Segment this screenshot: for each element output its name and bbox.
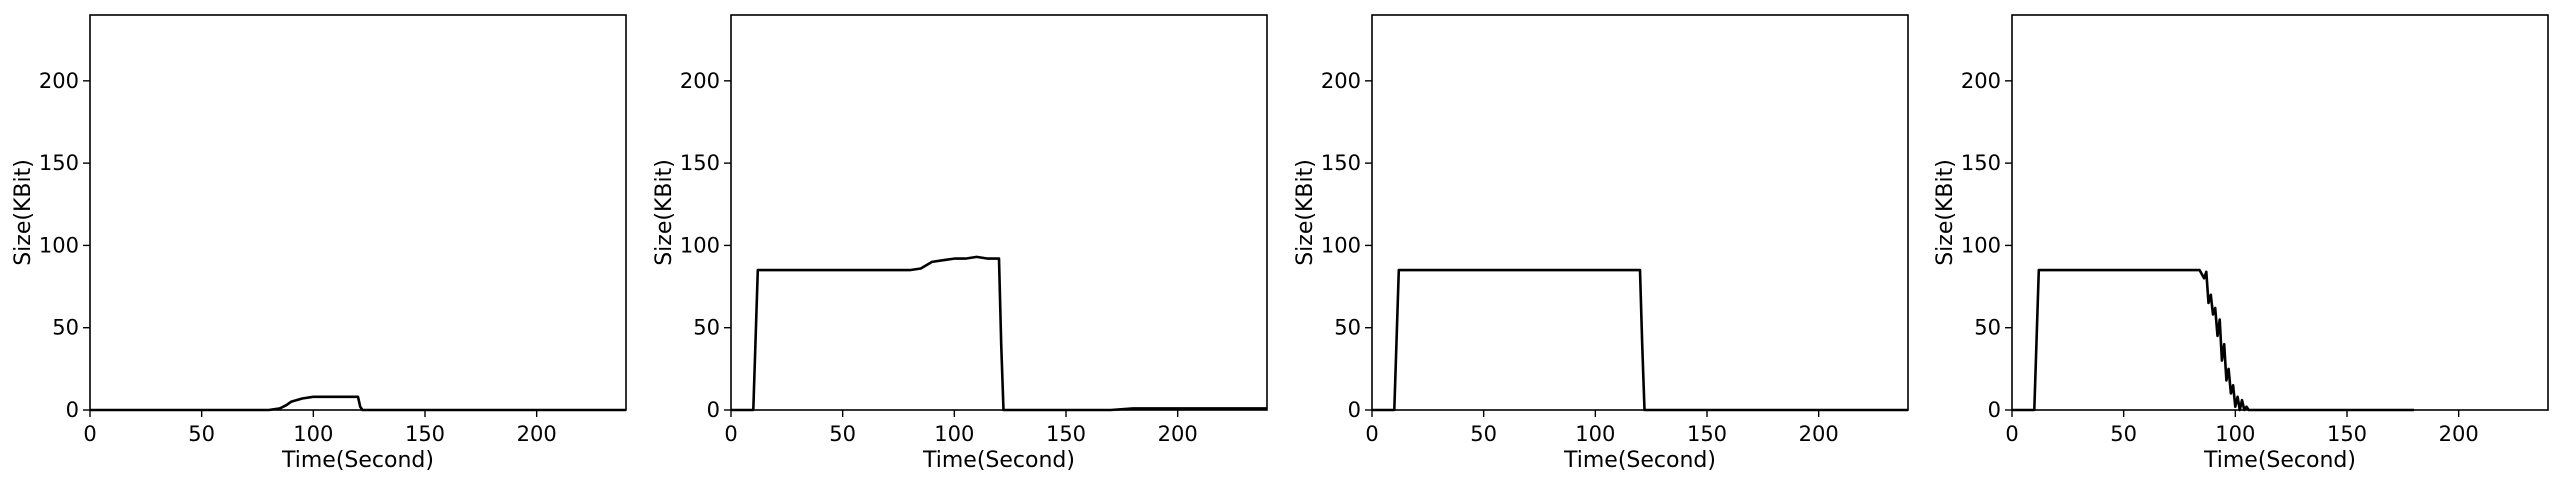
x-tick-label: 100 — [934, 422, 974, 446]
x-tick-label: 100 — [2215, 422, 2255, 446]
y-axis-label: Size(KBit) — [652, 159, 677, 266]
x-tick-label: 200 — [1799, 422, 1839, 446]
x-tick-label: 150 — [405, 422, 445, 446]
y-tick-label: 200 — [1321, 69, 1361, 93]
chart-panel-4: 0 50 100 150 200 0 50 100 150 200 Time(Second) Size… — [1933, 14, 2549, 473]
plot-frame — [89, 14, 627, 411]
x-tick-label: 150 — [1046, 422, 1086, 446]
x-tick-label: 50 — [1470, 422, 1497, 446]
y-tick-label: 100 — [1321, 233, 1361, 257]
x-tick-label: 200 — [517, 422, 557, 446]
x-tick-label: 150 — [2327, 422, 2367, 446]
x-tick-label: 50 — [188, 422, 215, 446]
x-tick-label: 0 — [2005, 422, 2018, 446]
y-tick-label: 50 — [1334, 316, 1361, 340]
x-tick-label: 50 — [829, 422, 856, 446]
y-tick-label: 50 — [52, 316, 79, 340]
y-tick-label: 0 — [66, 398, 79, 422]
y-tick-label: 50 — [1974, 316, 2001, 340]
plot-frame — [1371, 14, 1909, 411]
y-axis-label: Size(KBit) — [1933, 159, 1958, 266]
y-tick-label: 0 — [707, 398, 720, 422]
x-tick-label: 100 — [1575, 422, 1615, 446]
y-tick-label: 200 — [1961, 69, 2001, 93]
x-tick-label: 0 — [83, 422, 96, 446]
chart-panel-1: 0 50 100 150 200 0 50 100 150 200 Time(Second) Size… — [11, 14, 627, 473]
chart-panel-3: 0 50 100 150 200 0 50 100 150 200 Time(Second) Size… — [1293, 14, 1909, 473]
x-tick-label: 50 — [2110, 422, 2137, 446]
y-tick-label: 0 — [1348, 398, 1361, 422]
x-axis-label: Time(Second) — [1563, 448, 1716, 473]
y-tick-label: 100 — [680, 233, 720, 257]
x-tick-label: 200 — [2439, 422, 2479, 446]
x-tick-label: 200 — [1158, 422, 1198, 446]
series-line-1 — [731, 255, 1267, 412]
y-tick-label: 150 — [39, 151, 79, 175]
plot-frame — [2011, 14, 2549, 411]
x-axis-label: Time(Second) — [922, 448, 1075, 473]
y-tick-label: 150 — [680, 151, 720, 175]
series-line-1 — [1372, 268, 1908, 412]
y-tick-label: 200 — [39, 69, 79, 93]
x-tick-label: 150 — [1687, 422, 1727, 446]
series-line-1 — [90, 395, 626, 412]
y-axis-label: Size(KBit) — [11, 159, 36, 266]
x-axis-label: Time(Second) — [281, 448, 434, 473]
y-tick-label: 100 — [39, 233, 79, 257]
y-tick-label: 200 — [680, 69, 720, 93]
x-tick-label: 0 — [1365, 422, 1378, 446]
y-tick-label: 0 — [1988, 398, 2001, 422]
y-axis-label: Size(KBit) — [1293, 159, 1318, 266]
series-line-1 — [2012, 268, 2414, 412]
x-tick-label: 0 — [724, 422, 737, 446]
y-tick-label: 150 — [1321, 151, 1361, 175]
y-tick-label: 50 — [693, 316, 720, 340]
plot-frame — [730, 14, 1268, 411]
chart-panel-2: 0 50 100 150 200 0 50 100 150 200 Time(Second) Size… — [652, 14, 1268, 473]
y-tick-label: 100 — [1961, 233, 2001, 257]
x-axis-label: Time(Second) — [2203, 448, 2356, 473]
y-tick-label: 150 — [1961, 151, 2001, 175]
x-tick-label: 100 — [293, 422, 333, 446]
